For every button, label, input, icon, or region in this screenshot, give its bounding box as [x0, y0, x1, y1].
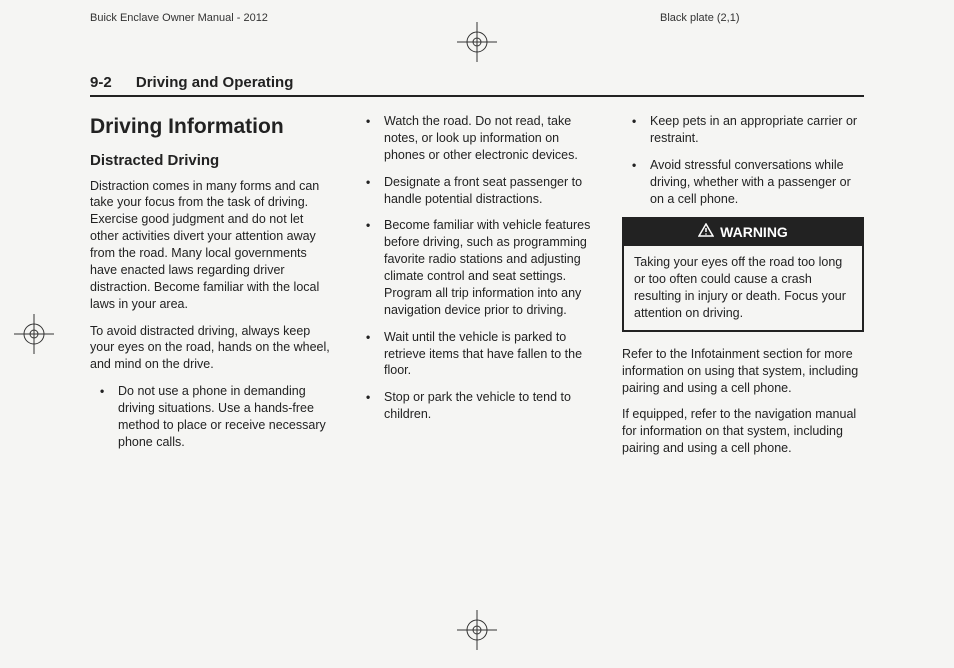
list-item: Do not use a phone in demanding driving … — [90, 383, 332, 451]
list-item: Avoid stressful conversations while driv… — [622, 157, 864, 208]
page-body: 9-2 Driving and Operating Driving Inform… — [90, 74, 864, 618]
closing-paragraph-2: If equipped, refer to the navigation man… — [622, 406, 864, 457]
warning-header: WARNING — [624, 219, 862, 246]
registration-mark-left — [14, 314, 54, 354]
intro-paragraph-2: To avoid distracted driving, always keep… — [90, 323, 332, 374]
content-columns: Driving Information Distracted Driving D… — [90, 113, 864, 467]
list-item: Stop or park the vehicle to tend to chil… — [356, 389, 598, 423]
page-running-head: 9-2 Driving and Operating — [90, 74, 864, 97]
warning-box: WARNING Taking your eyes off the road to… — [622, 217, 864, 331]
manual-title: Buick Enclave Owner Manual - 2012 — [90, 12, 268, 24]
column-1: Driving Information Distracted Driving D… — [90, 113, 332, 467]
column-3: Keep pets in an appropriate carrier or r… — [622, 113, 864, 467]
list-item: Keep pets in an appropriate carrier or r… — [622, 113, 864, 147]
page-number: 9-2 — [90, 74, 112, 91]
bullet-list-col3: Keep pets in an appropriate carrier or r… — [622, 113, 864, 207]
warning-triangle-icon — [698, 223, 714, 242]
column-2: Watch the road. Do not read, take notes,… — [356, 113, 598, 467]
intro-paragraph-1: Distraction comes in many forms and can … — [90, 178, 332, 313]
bullet-list-col1: Do not use a phone in demanding driving … — [90, 383, 332, 451]
warning-label: WARNING — [720, 223, 788, 242]
section-title: Driving and Operating — [136, 74, 294, 91]
registration-mark-top — [457, 22, 497, 62]
heading-distracted-driving: Distracted Driving — [90, 151, 332, 171]
list-item: Become familiar with vehicle features be… — [356, 217, 598, 318]
closing-paragraph-1: Refer to the Infotainment section for mo… — [622, 346, 864, 397]
list-item: Watch the road. Do not read, take notes,… — [356, 113, 598, 164]
list-item: Wait until the vehicle is parked to retr… — [356, 329, 598, 380]
heading-driving-information: Driving Information — [90, 113, 332, 141]
list-item: Designate a front seat passenger to hand… — [356, 174, 598, 208]
warning-body: Taking your eyes off the road too long o… — [624, 246, 862, 330]
bullet-list-col2: Watch the road. Do not read, take notes,… — [356, 113, 598, 423]
plate-info: Black plate (2,1) — [660, 12, 739, 24]
